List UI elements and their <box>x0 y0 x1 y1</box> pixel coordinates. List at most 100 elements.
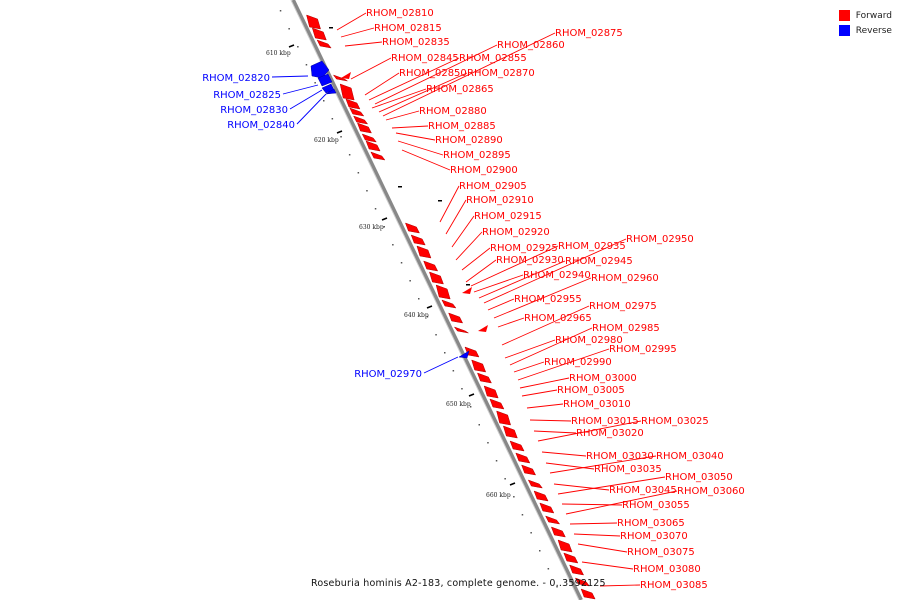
gene-label-rhom-02875[interactable]: RHOM_02875 <box>555 28 623 39</box>
gene-label-rhom-02975[interactable]: RHOM_02975 <box>589 301 657 312</box>
gene-label-rhom-03015[interactable]: RHOM_03015 <box>571 416 639 427</box>
gene-label-rhom-03070[interactable]: RHOM_03070 <box>620 531 688 542</box>
gene-label-rhom-02945[interactable]: RHOM_02945 <box>565 256 633 267</box>
forward-gene-feature[interactable] <box>405 222 420 234</box>
forward-gene-feature[interactable] <box>489 398 505 410</box>
gene-label-rhom-02845[interactable]: RHOM_02845 <box>391 53 459 64</box>
forward-gene-feature[interactable] <box>557 539 573 553</box>
gene-label-rhom-02915[interactable]: RHOM_02915 <box>474 211 542 222</box>
gene-label-rhom-02980[interactable]: RHOM_02980 <box>555 335 623 346</box>
gene-label-rhom-02885[interactable]: RHOM_02885 <box>428 121 496 132</box>
gene-label-rhom-02890[interactable]: RHOM_02890 <box>435 135 503 146</box>
forward-gene-feature[interactable] <box>332 74 348 82</box>
forward-gene-feature[interactable] <box>311 27 327 41</box>
gene-label-rhom-02895[interactable]: RHOM_02895 <box>443 150 511 161</box>
forward-gene-feature[interactable] <box>435 284 451 300</box>
gene-label-rhom-03080[interactable]: RHOM_03080 <box>633 564 701 575</box>
gene-label-rhom-02840[interactable]: RHOM_02840 <box>227 120 295 131</box>
gene-label-rhom-02820[interactable]: RHOM_02820 <box>202 73 270 84</box>
gene-label-rhom-02925[interactable]: RHOM_02925 <box>490 243 558 254</box>
gene-label-rhom-02835[interactable]: RHOM_02835 <box>382 37 450 48</box>
forward-gene-feature[interactable] <box>527 479 543 489</box>
gene-label-rhom-02935[interactable]: RHOM_02935 <box>558 241 626 252</box>
forward-gene-feature[interactable] <box>545 515 561 525</box>
gene-label-rhom-02960[interactable]: RHOM_02960 <box>591 273 659 284</box>
forward-gene-feature[interactable] <box>496 410 511 426</box>
forward-gene-feature[interactable] <box>509 440 525 452</box>
forward-gene-feature[interactable] <box>361 133 377 143</box>
gene-label-rhom-03045[interactable]: RHOM_03045 <box>609 485 677 496</box>
forward-gene-feature[interactable] <box>462 287 472 294</box>
forward-gene-feature[interactable] <box>339 83 355 101</box>
gene-label-rhom-03010[interactable]: RHOM_03010 <box>563 399 631 410</box>
gene-label-rhom-02870[interactable]: RHOM_02870 <box>467 68 535 79</box>
forward-gene-feature[interactable] <box>539 502 555 514</box>
forward-gene-feature[interactable] <box>453 326 469 334</box>
gene-label-rhom-03035[interactable]: RHOM_03035 <box>594 464 662 475</box>
gene-label-rhom-02880[interactable]: RHOM_02880 <box>419 106 487 117</box>
gene-label-rhom-03040[interactable]: RHOM_03040 <box>656 451 724 462</box>
forward-gene-feature[interactable] <box>574 577 590 587</box>
forward-gene-feature[interactable] <box>563 552 579 564</box>
forward-gene-feature[interactable] <box>478 325 488 332</box>
reverse-gene-feature[interactable] <box>325 88 337 95</box>
forward-gene-feature[interactable] <box>477 372 492 384</box>
gene-label-rhom-03060[interactable]: RHOM_03060 <box>677 486 745 497</box>
gene-label-rhom-02850[interactable]: RHOM_02850 <box>399 68 467 79</box>
forward-gene-feature[interactable] <box>521 464 537 476</box>
forward-gene-feature[interactable] <box>306 14 321 30</box>
gene-label-rhom-03075[interactable]: RHOM_03075 <box>627 547 695 558</box>
gene-label-rhom-02940[interactable]: RHOM_02940 <box>523 270 591 281</box>
reverse-gene-feature[interactable] <box>317 73 333 87</box>
forward-gene-feature[interactable] <box>441 299 457 309</box>
gene-label-rhom-02990[interactable]: RHOM_02990 <box>544 357 612 368</box>
gene-label-rhom-02910[interactable]: RHOM_02910 <box>466 195 534 206</box>
gene-label-rhom-02900[interactable]: RHOM_02900 <box>450 165 518 176</box>
forward-gene-feature[interactable] <box>580 588 596 600</box>
gene-label-rhom-02855[interactable]: RHOM_02855 <box>459 53 527 64</box>
forward-gene-feature[interactable] <box>410 234 426 246</box>
forward-gene-feature[interactable] <box>423 260 439 272</box>
reverse-gene-feature[interactable] <box>458 350 470 359</box>
forward-gene-feature[interactable] <box>429 271 444 285</box>
gene-label-rhom-02970[interactable]: RHOM_02970 <box>354 369 422 380</box>
forward-gene-feature[interactable] <box>349 107 365 117</box>
forward-gene-feature[interactable] <box>550 526 566 538</box>
forward-gene-feature[interactable] <box>502 425 518 439</box>
gene-label-rhom-02920[interactable]: RHOM_02920 <box>482 227 550 238</box>
gene-label-rhom-03000[interactable]: RHOM_03000 <box>569 373 637 384</box>
gene-label-rhom-02810[interactable]: RHOM_02810 <box>366 8 434 19</box>
forward-gene-feature[interactable] <box>448 312 464 324</box>
forward-gene-feature[interactable] <box>483 385 499 399</box>
forward-gene-feature[interactable] <box>316 39 332 49</box>
forward-gene-feature[interactable] <box>569 564 585 576</box>
forward-gene-feature[interactable] <box>515 452 531 464</box>
forward-gene-feature[interactable] <box>416 245 432 259</box>
forward-gene-feature[interactable] <box>370 151 386 161</box>
forward-gene-feature[interactable] <box>353 115 369 125</box>
gene-label-rhom-03030[interactable]: RHOM_03030 <box>586 451 654 462</box>
forward-gene-feature[interactable] <box>533 490 549 502</box>
gene-label-rhom-02860[interactable]: RHOM_02860 <box>497 40 565 51</box>
gene-label-rhom-02930[interactable]: RHOM_02930 <box>496 255 564 266</box>
gene-label-rhom-02830[interactable]: RHOM_02830 <box>220 105 288 116</box>
gene-label-rhom-03020[interactable]: RHOM_03020 <box>576 428 644 439</box>
gene-label-rhom-02955[interactable]: RHOM_02955 <box>514 294 582 305</box>
gene-label-rhom-02950[interactable]: RHOM_02950 <box>626 234 694 245</box>
gene-label-rhom-02905[interactable]: RHOM_02905 <box>459 181 527 192</box>
gene-label-rhom-02965[interactable]: RHOM_02965 <box>524 313 592 324</box>
gene-label-rhom-02985[interactable]: RHOM_02985 <box>592 323 660 334</box>
gene-label-rhom-02825[interactable]: RHOM_02825 <box>213 90 281 101</box>
gene-label-rhom-02815[interactable]: RHOM_02815 <box>374 23 442 34</box>
gene-label-rhom-03025[interactable]: RHOM_03025 <box>641 416 709 427</box>
reverse-gene-feature[interactable] <box>310 60 330 79</box>
gene-label-rhom-03065[interactable]: RHOM_03065 <box>617 518 685 529</box>
forward-gene-feature[interactable] <box>471 359 487 373</box>
gene-label-rhom-03055[interactable]: RHOM_03055 <box>622 500 690 511</box>
gene-label-rhom-02995[interactable]: RHOM_02995 <box>609 344 677 355</box>
gene-label-rhom-03005[interactable]: RHOM_03005 <box>557 385 625 396</box>
forward-gene-feature[interactable] <box>357 122 372 134</box>
gene-label-rhom-03050[interactable]: RHOM_03050 <box>665 472 733 483</box>
gene-label-rhom-02865[interactable]: RHOM_02865 <box>426 84 494 95</box>
forward-gene-feature[interactable] <box>365 140 381 152</box>
